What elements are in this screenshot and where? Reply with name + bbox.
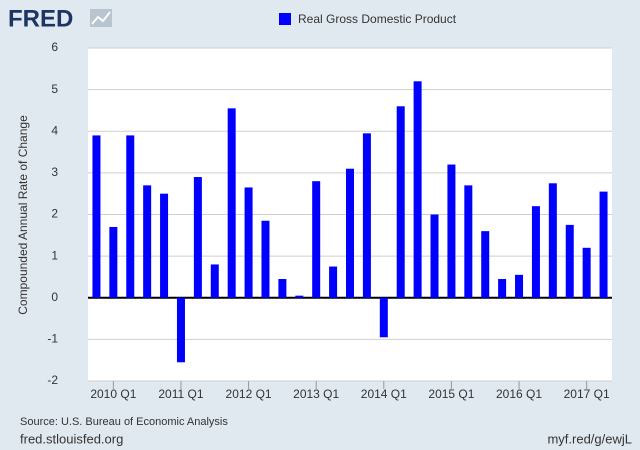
bar: [176, 297, 185, 363]
legend-swatch: [279, 13, 291, 25]
bar: [464, 185, 473, 298]
bar: [143, 185, 152, 298]
y-tick-label: 3: [51, 165, 58, 179]
x-tick-label: 2015 Q1: [428, 387, 474, 401]
logo-icon: [90, 9, 112, 27]
x-tick-label: 2013 Q1: [293, 387, 339, 401]
y-tick-label: 1: [51, 248, 58, 262]
bar: [599, 191, 608, 298]
y-tick-label: 5: [51, 82, 58, 96]
source: Source: U.S. Bureau of Economic Analysis: [20, 416, 228, 428]
y-tick-label: 4: [51, 123, 58, 137]
bar: [447, 164, 456, 298]
bar: [210, 264, 219, 298]
bar: [362, 133, 371, 298]
bar: [498, 279, 507, 298]
logo: FRED: [8, 5, 73, 32]
bar: [582, 247, 591, 298]
bar: [126, 135, 135, 298]
footer-right: myf.red/g/ewjL: [547, 431, 632, 446]
bar: [278, 279, 287, 298]
bar: [295, 295, 304, 298]
bar: [515, 274, 524, 298]
bar: [548, 183, 557, 298]
x-tick-label: 2014 Q1: [361, 387, 407, 401]
y-tick-label: 0: [51, 290, 58, 304]
bar: [430, 214, 439, 298]
bar: [109, 226, 118, 298]
y-tick-label: 6: [51, 40, 58, 54]
bar: [227, 108, 236, 298]
bar: [531, 206, 540, 298]
bar: [312, 181, 321, 298]
bar: [329, 266, 338, 298]
bar: [481, 231, 490, 298]
x-tick-label: 2012 Q1: [226, 387, 272, 401]
bar: [261, 220, 270, 298]
bar: [413, 81, 422, 298]
bar: [346, 168, 354, 298]
x-tick-label: 2010 Q1: [90, 387, 136, 401]
y-tick-label: -2: [47, 373, 58, 387]
bar: [565, 224, 574, 298]
y-axis-label: Compounded Annual Rate of Change: [16, 115, 30, 315]
x-tick-label: 2011 Q1: [158, 387, 203, 401]
y-tick-label: 2: [51, 207, 58, 221]
legend-label: Real Gross Domestic Product: [298, 12, 457, 26]
footer-left: fred.stlouisfed.org: [20, 431, 123, 446]
x-tick-label: 2016 Q1: [496, 387, 542, 401]
bar: [379, 297, 388, 338]
bar: [396, 106, 405, 298]
x-tick-label: 2017 Q1: [564, 387, 610, 401]
bar: [244, 187, 253, 298]
bar: [160, 193, 169, 298]
bar: [92, 135, 101, 298]
bar: [193, 177, 202, 298]
y-tick-label: -1: [47, 332, 58, 346]
